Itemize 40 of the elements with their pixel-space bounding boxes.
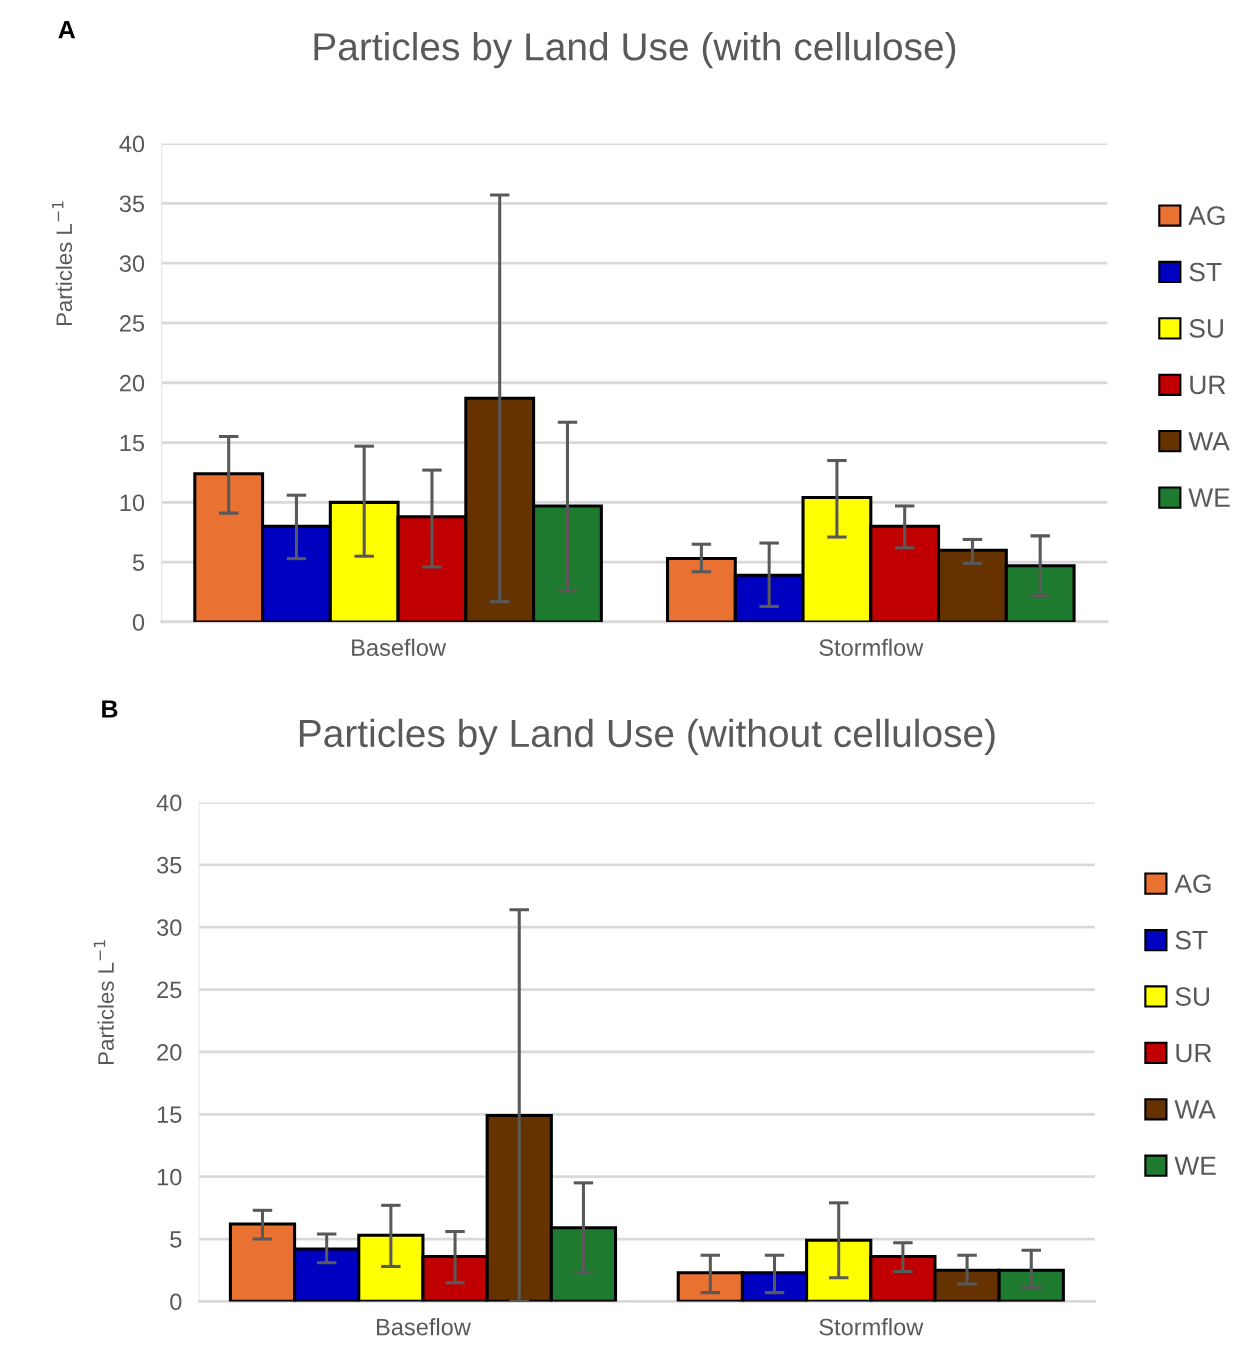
y-tick-label: 0	[132, 614, 145, 631]
x-tick-label: Baseflow	[352, 638, 447, 656]
legend-label: SU	[1175, 987, 1209, 1006]
y-tick-label: 15	[157, 1106, 182, 1124]
y-axis-title: Particles L$^{−1}$	[93, 940, 114, 1064]
y-tick-label: 20	[157, 1043, 182, 1061]
y-tick-label: 0	[170, 1293, 182, 1311]
legend-label: ST	[1189, 262, 1222, 282]
y-tick-label: 25	[157, 981, 182, 999]
legend-label: SU	[1189, 319, 1223, 338]
legend-label: WA	[1174, 1100, 1216, 1119]
x-tick-label: Stormflow	[819, 1318, 924, 1336]
y-tick-label: 25	[119, 315, 145, 332]
y-tick-label: 35	[157, 856, 182, 874]
y-tick-label: 10	[120, 494, 145, 512]
legend-label: AG	[1174, 874, 1211, 894]
y-axis-title: Particles L$^{−1}$	[52, 201, 73, 326]
y-tick-label: 10	[157, 1168, 182, 1186]
y-tick-label: 40	[119, 135, 145, 153]
text: A	[58, 21, 76, 39]
legend-label: WE	[1188, 488, 1230, 507]
legend-label: AG	[1188, 206, 1225, 225]
y-tick-label: 5	[132, 554, 145, 571]
chart-title: Particles by Land Use (with cellulose)	[314, 32, 956, 69]
y-tick-label: 15	[120, 434, 145, 452]
legend-label: WA	[1188, 432, 1230, 451]
x-tick-label: Baseflow	[377, 1318, 471, 1336]
legend-label: UR	[1176, 1043, 1212, 1063]
legend-label: WE	[1174, 1156, 1216, 1175]
y-tick-label: 20	[119, 374, 145, 392]
x-tick-label: Stormflow	[819, 638, 924, 656]
legend-label: ST	[1175, 930, 1208, 950]
y-tick-label: 5	[170, 1231, 182, 1248]
y-tick-label: 30	[157, 919, 182, 936]
legend-label: UR	[1190, 375, 1226, 395]
chart-title: Particles by Land Use (without cellulose)	[299, 718, 995, 755]
y-tick-label: 40	[156, 794, 182, 812]
text: B	[102, 700, 118, 718]
y-tick-label: 30	[119, 255, 145, 272]
y-tick-label: 35	[119, 195, 145, 213]
